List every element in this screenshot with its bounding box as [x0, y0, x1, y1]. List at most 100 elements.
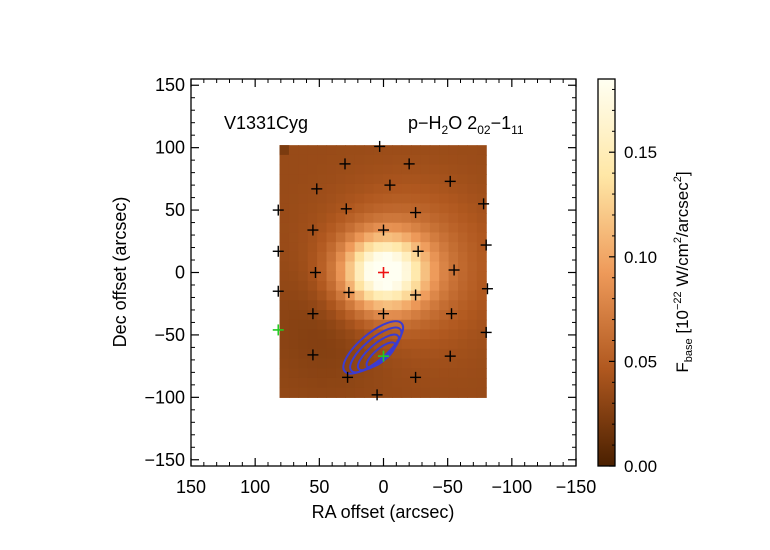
image-pixel: [298, 145, 309, 156]
spaxel-marker: [307, 224, 319, 236]
spaxel-marker: [378, 308, 389, 320]
image-pixel: [457, 387, 468, 398]
image-pixel: [401, 232, 412, 243]
image-pixel: [288, 339, 299, 350]
image-pixel: [279, 164, 290, 175]
colorbar-ticks: 0.00 0.05 0.10 0.15: [609, 88, 657, 476]
image-pixel: [401, 290, 412, 301]
image-pixel: [345, 174, 356, 185]
image-pixel: [411, 174, 422, 185]
image-pixel: [335, 348, 346, 360]
y-tick-label: 100: [155, 138, 185, 158]
image-pixel: [326, 261, 337, 272]
image-pixel: [392, 222, 403, 234]
image-pixel: [354, 222, 365, 234]
image-pixel: [429, 145, 440, 156]
image-pixel: [411, 339, 422, 350]
image-pixel: [373, 339, 384, 350]
image-pixel: [345, 145, 356, 156]
image-pixel: [373, 280, 384, 292]
image-pixel: [364, 145, 375, 156]
image-pixel: [317, 193, 328, 204]
image-pixel: [476, 145, 487, 156]
image-pixel: [288, 358, 299, 369]
image-pixel: [448, 203, 459, 214]
image-pixel: [373, 203, 384, 214]
image-pixel: [401, 368, 412, 379]
image-pixel: [307, 319, 318, 331]
image-pixel: [411, 377, 422, 389]
image-pixel: [279, 329, 290, 340]
image-pixel: [307, 290, 318, 301]
image-pixel: [392, 203, 403, 214]
object-label: V1331Cyg: [224, 113, 308, 133]
image-pixel: [439, 339, 450, 350]
y-tick-label: −150: [144, 450, 185, 470]
spaxel-marker: [480, 239, 492, 251]
image-pixel: [345, 339, 356, 350]
image-pixel: [326, 174, 337, 185]
image-pixel: [467, 329, 478, 340]
image-pixel: [448, 280, 459, 292]
image-pixel: [345, 319, 356, 331]
image-pixel: [345, 271, 356, 282]
image-pixel: [392, 310, 403, 321]
image-pixel: [288, 387, 299, 398]
image-pixel: [439, 290, 450, 301]
image-pixel: [476, 242, 487, 253]
image-pixel: [429, 203, 440, 214]
image-pixel: [401, 261, 412, 272]
image-pixel: [335, 145, 346, 156]
image-pixel: [392, 348, 403, 360]
image-pixel: [298, 251, 309, 263]
image-pixel: [467, 145, 478, 156]
image-pixel: [382, 222, 393, 234]
image-pixel: [354, 154, 365, 166]
image-pixel: [420, 319, 431, 331]
image-pixel: [439, 261, 450, 272]
image-pixel: [467, 251, 478, 263]
image-pixel: [467, 319, 478, 331]
image-pixel: [373, 232, 384, 243]
spaxel-marker: [374, 140, 386, 152]
image-pixel: [317, 222, 328, 234]
image-pixel: [326, 377, 337, 389]
image-pixel: [288, 271, 299, 282]
image-pixel: [467, 222, 478, 234]
image-pixel: [279, 387, 290, 398]
image-pixel: [364, 280, 375, 292]
image-pixel: [335, 368, 346, 379]
image-pixel: [345, 377, 356, 389]
image-pixel: [298, 339, 309, 350]
image-pixel: [326, 242, 337, 253]
image-pixel: [429, 329, 440, 340]
image-pixel: [467, 203, 478, 214]
image-pixel: [364, 261, 375, 272]
image-pixel: [373, 222, 384, 234]
image-pixel: [298, 203, 309, 214]
image-pixel: [420, 203, 431, 214]
image-pixel: [429, 232, 440, 243]
axes: 150 100 50 0 −50 −100 −150 150 100 50 0 −50 −100 −150: [144, 75, 596, 497]
image-pixel: [354, 232, 365, 243]
image-pixel: [420, 242, 431, 253]
image-pixel: [373, 193, 384, 204]
image-pixel: [288, 203, 299, 214]
image-pixel: [392, 251, 403, 263]
image-pixel: [467, 232, 478, 243]
image-pixel: [364, 222, 375, 234]
image-pixel: [288, 193, 299, 204]
image-pixel: [364, 251, 375, 263]
spaxel-marker: [410, 371, 422, 383]
image-pixel: [467, 368, 478, 379]
image-pixel: [392, 164, 403, 175]
spaxel-marker: [444, 175, 456, 187]
image-pixel: [364, 387, 375, 398]
image-pixel: [382, 251, 393, 263]
image-pixel: [448, 174, 459, 185]
image-pixel: [326, 183, 337, 195]
image-pixel: [345, 242, 356, 253]
image-pixel: [411, 251, 422, 263]
image-pixel: [420, 377, 431, 389]
image-pixel: [326, 232, 337, 243]
